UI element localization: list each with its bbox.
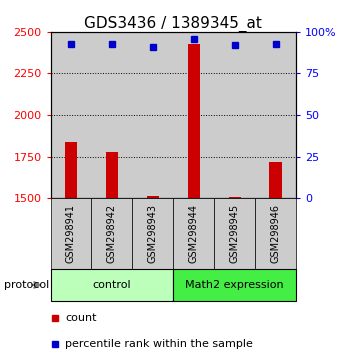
Bar xyxy=(91,198,132,269)
Bar xyxy=(214,198,255,269)
Bar xyxy=(51,269,173,301)
Bar xyxy=(214,32,255,198)
Text: protocol: protocol xyxy=(4,280,49,290)
Text: GSM298944: GSM298944 xyxy=(189,204,199,263)
Bar xyxy=(91,32,132,198)
Bar xyxy=(229,196,241,198)
Title: GDS3436 / 1389345_at: GDS3436 / 1389345_at xyxy=(84,16,262,32)
Bar xyxy=(188,44,200,198)
Text: GSM298946: GSM298946 xyxy=(270,204,280,263)
Bar xyxy=(132,32,173,198)
Bar xyxy=(132,198,173,269)
Bar xyxy=(255,32,296,198)
Bar xyxy=(106,153,118,198)
Bar xyxy=(173,32,214,198)
Bar xyxy=(173,198,214,269)
Bar xyxy=(51,198,91,269)
Bar xyxy=(65,142,77,198)
Bar xyxy=(173,269,296,301)
Bar xyxy=(269,162,282,198)
Text: GSM298942: GSM298942 xyxy=(107,204,117,263)
Text: count: count xyxy=(65,313,97,323)
Text: GSM298943: GSM298943 xyxy=(148,204,158,263)
Text: percentile rank within the sample: percentile rank within the sample xyxy=(65,339,253,349)
Text: GSM298945: GSM298945 xyxy=(230,204,240,263)
Text: GSM298941: GSM298941 xyxy=(66,204,76,263)
Bar xyxy=(147,196,159,198)
Text: Math2 expression: Math2 expression xyxy=(185,280,284,290)
Text: control: control xyxy=(93,280,131,290)
Bar xyxy=(51,32,91,198)
Bar xyxy=(255,198,296,269)
